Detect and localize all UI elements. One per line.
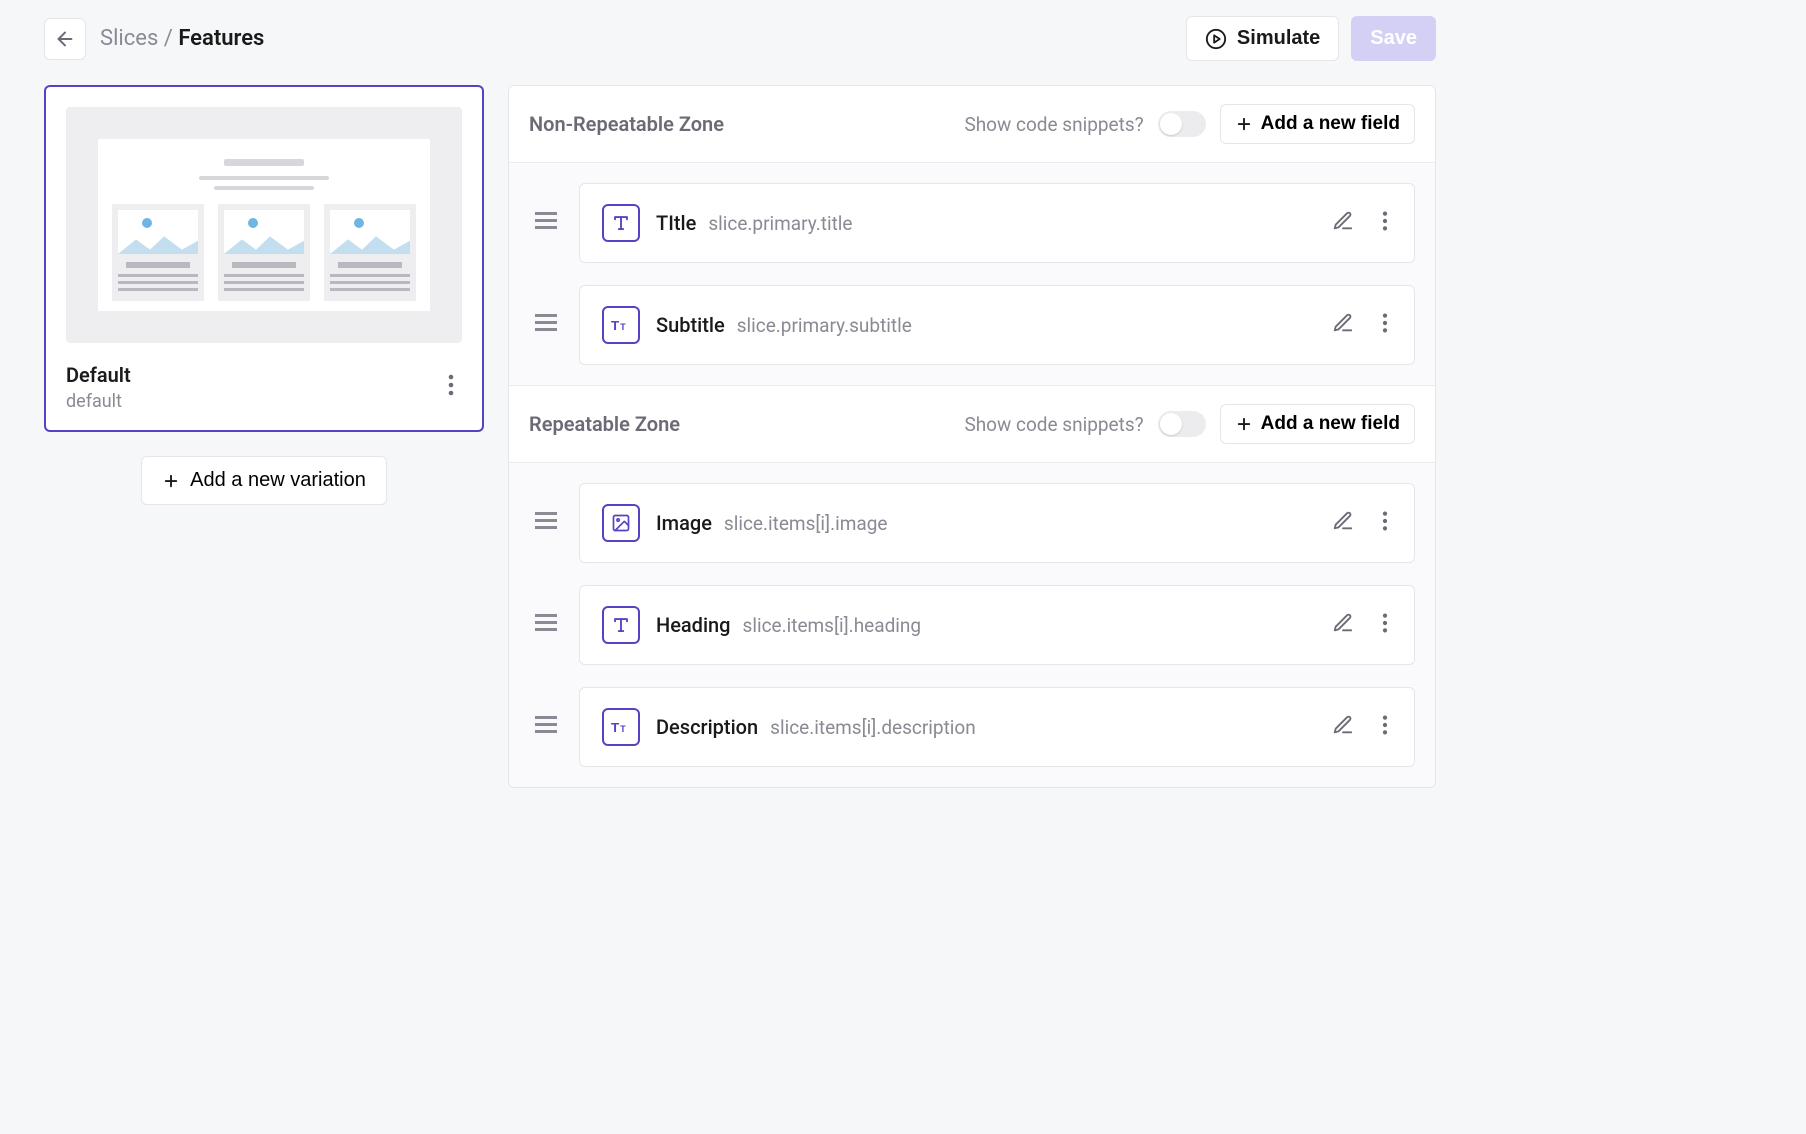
plus-icon: [1235, 115, 1253, 133]
edit-field-button[interactable]: [1328, 506, 1358, 541]
snippets-label: Show code snippets?: [964, 113, 1143, 136]
mountain-icon: [224, 232, 304, 254]
dots-vertical-icon: [1382, 714, 1388, 736]
non-repeatable-body: TItle slice.primary.title: [509, 163, 1435, 386]
field-menu-button[interactable]: [1378, 206, 1392, 241]
svg-text:T: T: [620, 322, 626, 332]
field-path: slice.items[i].heading: [743, 614, 922, 637]
breadcrumb-current: Features: [178, 26, 264, 51]
dots-vertical-icon: [1382, 210, 1388, 232]
play-circle-icon: [1205, 28, 1227, 50]
svg-text:T: T: [611, 318, 619, 333]
snippets-label: Show code snippets?: [964, 413, 1143, 436]
field-card[interactable]: Image slice.items[i].image: [579, 483, 1415, 563]
svg-text:T: T: [611, 720, 619, 735]
drag-handle[interactable]: [529, 608, 563, 643]
edit-icon: [1332, 612, 1354, 634]
mountain-icon: [330, 232, 410, 254]
back-button[interactable]: [44, 18, 86, 60]
drag-handle[interactable]: [529, 206, 563, 241]
plus-icon: [1235, 415, 1253, 433]
field-path: slice.primary.title: [708, 212, 852, 235]
add-field-button-r[interactable]: Add a new field: [1220, 404, 1415, 444]
repeatable-body: Image slice.items[i].image: [509, 463, 1435, 787]
field-label: Image: [656, 511, 712, 535]
edit-field-button[interactable]: [1328, 710, 1358, 745]
dots-vertical-icon: [1382, 510, 1388, 532]
field-menu-button[interactable]: [1378, 308, 1392, 343]
field-path: slice.items[i].description: [770, 716, 976, 739]
dots-vertical-icon: [448, 373, 454, 397]
field-label: Heading: [656, 613, 731, 637]
zone-title: Repeatable Zone: [529, 412, 680, 436]
field-card[interactable]: Heading slice.items[i].heading: [579, 585, 1415, 665]
variation-name: Default: [66, 363, 131, 387]
variation-menu-button[interactable]: [440, 365, 462, 410]
text-field-icon: [602, 606, 640, 644]
field-path: slice.items[i].image: [724, 512, 888, 535]
field-menu-button[interactable]: [1378, 710, 1392, 745]
drag-handle-icon: [535, 716, 557, 734]
drag-handle-icon: [535, 314, 557, 332]
zone-title: Non-Repeatable Zone: [529, 112, 724, 136]
breadcrumb-prefix: Slices /: [100, 26, 173, 51]
field-card[interactable]: TT Subtitle slice.primary.subtitle: [579, 285, 1415, 365]
mountain-icon: [118, 232, 198, 254]
field-row: TItle slice.primary.title: [529, 183, 1415, 263]
variation-card[interactable]: Default default: [44, 85, 484, 432]
add-field-label: Add a new field: [1261, 113, 1400, 135]
field-path: slice.primary.subtitle: [737, 314, 912, 337]
non-repeatable-header: Non-Repeatable Zone Show code snippets? …: [509, 86, 1435, 163]
plus-icon: [162, 472, 180, 490]
edit-field-button[interactable]: [1328, 608, 1358, 643]
arrow-left-icon: [54, 28, 76, 50]
variation-preview: [66, 107, 462, 343]
edit-icon: [1332, 510, 1354, 532]
field-card[interactable]: TItle slice.primary.title: [579, 183, 1415, 263]
field-card[interactable]: TT Description slice.items[i].descriptio…: [579, 687, 1415, 767]
field-row: TT Description slice.items[i].descriptio…: [529, 687, 1415, 767]
add-field-label: Add a new field: [1261, 413, 1400, 435]
field-label: Subtitle: [656, 313, 725, 337]
field-row: Image slice.items[i].image: [529, 483, 1415, 563]
drag-handle[interactable]: [529, 710, 563, 745]
drag-handle[interactable]: [529, 308, 563, 343]
simulate-button[interactable]: Simulate: [1186, 16, 1339, 61]
add-variation-label: Add a new variation: [190, 469, 366, 492]
drag-handle[interactable]: [529, 506, 563, 541]
drag-handle-icon: [535, 212, 557, 230]
svg-text:T: T: [620, 724, 626, 734]
edit-icon: [1332, 210, 1354, 232]
snippets-toggle-r[interactable]: [1158, 411, 1206, 437]
save-button[interactable]: Save: [1351, 16, 1436, 61]
variation-id: default: [66, 391, 131, 412]
dots-vertical-icon: [1382, 612, 1388, 634]
field-label: TItle: [656, 211, 696, 235]
edit-field-button[interactable]: [1328, 308, 1358, 343]
drag-handle-icon: [535, 614, 557, 632]
field-row: Heading slice.items[i].heading: [529, 585, 1415, 665]
snippets-toggle-nr[interactable]: [1158, 111, 1206, 137]
field-row: TT Subtitle slice.primary.subtitle: [529, 285, 1415, 365]
text-field-icon: [602, 204, 640, 242]
richtext-field-icon: TT: [602, 708, 640, 746]
edit-icon: [1332, 714, 1354, 736]
dots-vertical-icon: [1382, 312, 1388, 334]
add-field-button-nr[interactable]: Add a new field: [1220, 104, 1415, 144]
repeatable-header: Repeatable Zone Show code snippets? Add …: [509, 386, 1435, 463]
add-variation-button[interactable]: Add a new variation: [141, 456, 387, 505]
edit-icon: [1332, 312, 1354, 334]
edit-field-button[interactable]: [1328, 206, 1358, 241]
field-menu-button[interactable]: [1378, 608, 1392, 643]
breadcrumb: Slices / Features: [100, 26, 264, 51]
drag-handle-icon: [535, 512, 557, 530]
image-field-icon: [602, 504, 640, 542]
save-button-label: Save: [1370, 27, 1417, 50]
field-label: Description: [656, 715, 758, 739]
field-menu-button[interactable]: [1378, 506, 1392, 541]
richtext-field-icon: TT: [602, 306, 640, 344]
simulate-button-label: Simulate: [1237, 27, 1320, 50]
